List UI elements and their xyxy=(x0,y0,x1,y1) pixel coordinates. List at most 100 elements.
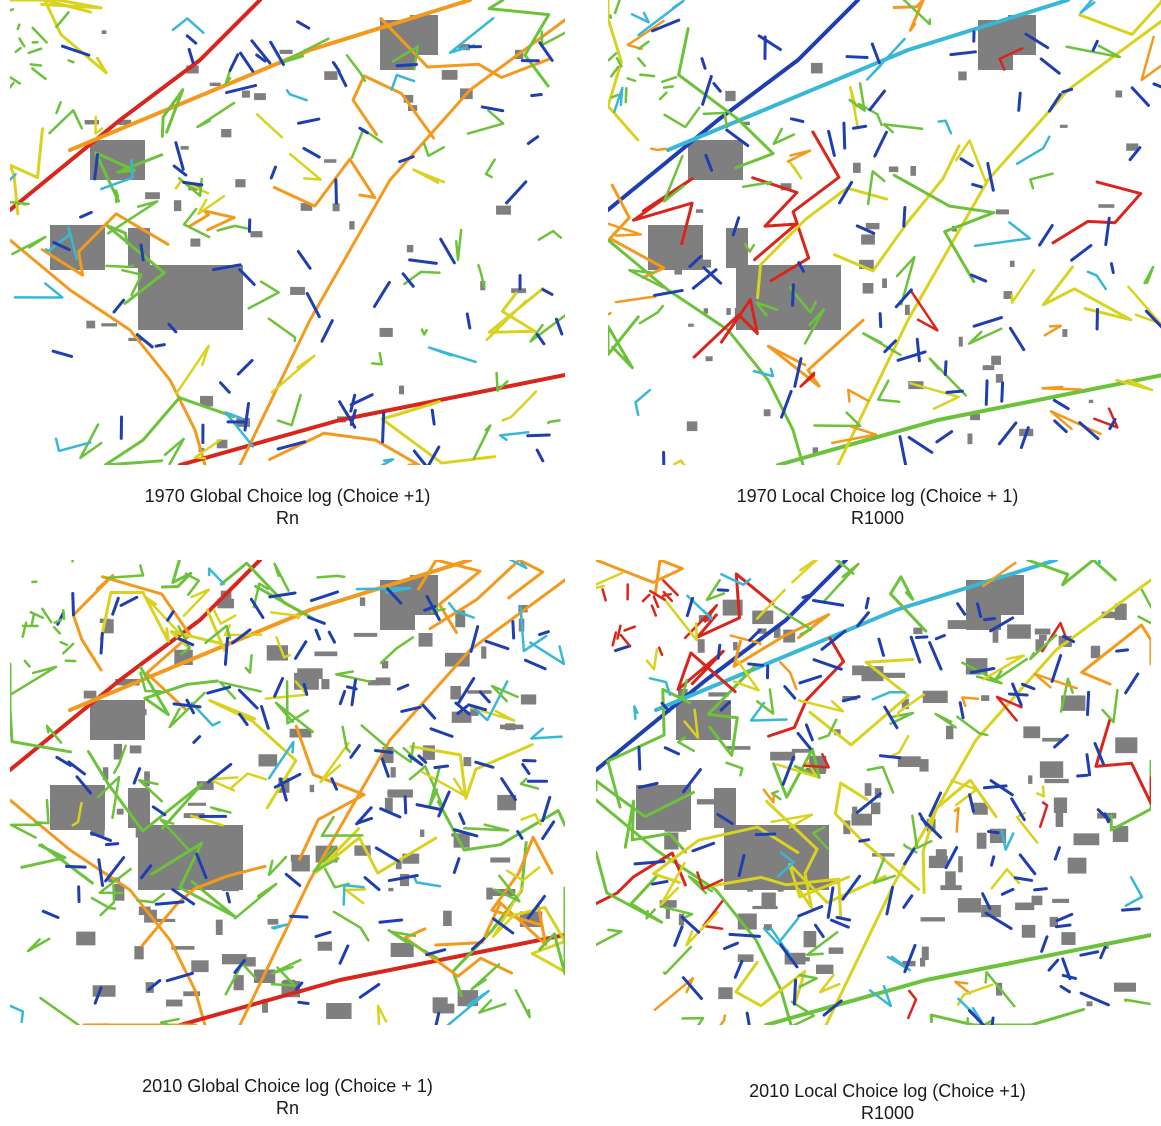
minor-street xyxy=(90,896,117,910)
building xyxy=(982,365,995,371)
building xyxy=(851,813,872,826)
minor-street xyxy=(360,724,389,749)
dead-end-stub xyxy=(972,316,1003,328)
building xyxy=(686,421,698,432)
dead-end-stub xyxy=(873,130,888,158)
dead-end-stub xyxy=(820,629,847,651)
dead-end-stub xyxy=(894,288,913,309)
minor-street xyxy=(871,690,907,701)
dead-end-stub xyxy=(967,1009,986,1025)
building xyxy=(242,957,256,967)
minor-street xyxy=(776,851,795,878)
dead-end-stub xyxy=(236,358,254,376)
dead-end-stub xyxy=(374,846,400,863)
minor-street xyxy=(48,109,84,135)
street-segment xyxy=(105,224,166,306)
building xyxy=(279,49,293,54)
building xyxy=(326,1002,352,1019)
dead-end-stub xyxy=(1039,57,1061,75)
building xyxy=(919,759,929,772)
minor-street xyxy=(71,801,83,827)
minor-street xyxy=(729,634,762,646)
street-segment xyxy=(766,318,865,388)
dead-end-stub xyxy=(395,63,418,68)
minor-street xyxy=(422,141,445,158)
dead-end-stub xyxy=(637,745,642,771)
dead-end-stub xyxy=(79,210,93,219)
dead-end-stub xyxy=(728,932,761,938)
dead-end-stub xyxy=(984,379,989,406)
minor-street xyxy=(491,885,525,938)
neighborhood-street xyxy=(608,52,618,62)
minor-street xyxy=(813,411,862,428)
map-2010-local xyxy=(596,560,1151,1025)
building xyxy=(888,166,899,173)
minor-street xyxy=(316,574,346,579)
minor-street xyxy=(1029,633,1058,661)
minor-street xyxy=(391,742,415,764)
minor-street xyxy=(529,641,565,666)
minor-street xyxy=(490,684,519,703)
building xyxy=(659,900,677,908)
dead-end-stub xyxy=(716,643,722,660)
caption-1970-global: 1970 Global Choice log (Choice +1) Rn xyxy=(10,485,565,529)
building xyxy=(741,121,750,126)
street-segment xyxy=(40,212,170,277)
building xyxy=(1023,726,1041,739)
building xyxy=(451,833,469,837)
dead-end-stub xyxy=(249,597,265,619)
neighborhood-street xyxy=(623,625,637,632)
street-segment xyxy=(160,88,185,138)
minor-street xyxy=(312,845,340,873)
minor-street xyxy=(720,573,752,586)
building xyxy=(406,244,414,253)
minor-street xyxy=(662,945,693,976)
building xyxy=(321,679,330,690)
dead-end-stub xyxy=(457,676,476,704)
dead-end-stub xyxy=(182,180,204,187)
dead-end-stub xyxy=(192,735,202,744)
building xyxy=(1039,634,1047,641)
dead-end-stub xyxy=(239,51,255,73)
street-segment xyxy=(272,157,377,208)
dead-end-stub xyxy=(798,674,823,685)
minor-street xyxy=(954,980,972,995)
minor-street xyxy=(683,708,700,739)
dead-end-stub xyxy=(1109,262,1115,275)
minor-street xyxy=(168,691,206,729)
minor-street xyxy=(447,601,475,619)
minor-street xyxy=(412,168,446,184)
neighborhood-street xyxy=(54,11,70,29)
building xyxy=(520,694,537,705)
dead-end-stub xyxy=(791,283,795,307)
dead-end-stub xyxy=(1152,82,1161,89)
dead-end-stub xyxy=(877,637,885,657)
minor-street xyxy=(478,999,507,1014)
minor-street xyxy=(865,37,906,81)
street-segment xyxy=(632,177,694,246)
minor-street xyxy=(755,301,779,317)
minor-street xyxy=(630,11,650,24)
dead-end-stub xyxy=(104,842,120,847)
minor-street xyxy=(498,430,530,442)
minor-street xyxy=(791,560,819,584)
minor-street xyxy=(505,866,541,882)
dead-end-stub xyxy=(452,857,461,875)
building xyxy=(1031,895,1043,906)
neighborhood-street xyxy=(53,618,63,624)
neighborhood-street xyxy=(637,40,650,51)
dead-end-stub xyxy=(920,817,943,839)
minor-street xyxy=(634,388,651,417)
minor-street xyxy=(645,648,659,671)
dead-end-stub xyxy=(868,89,887,112)
minor-street xyxy=(866,170,886,206)
building xyxy=(432,997,448,1013)
dead-end-stub xyxy=(907,435,934,454)
dead-end-stub xyxy=(474,760,495,769)
street-segment xyxy=(139,665,219,717)
minor-street xyxy=(888,734,910,759)
dead-end-stub xyxy=(541,288,554,296)
dead-end-stub xyxy=(1061,87,1074,94)
building xyxy=(314,651,338,657)
building xyxy=(1061,695,1086,711)
